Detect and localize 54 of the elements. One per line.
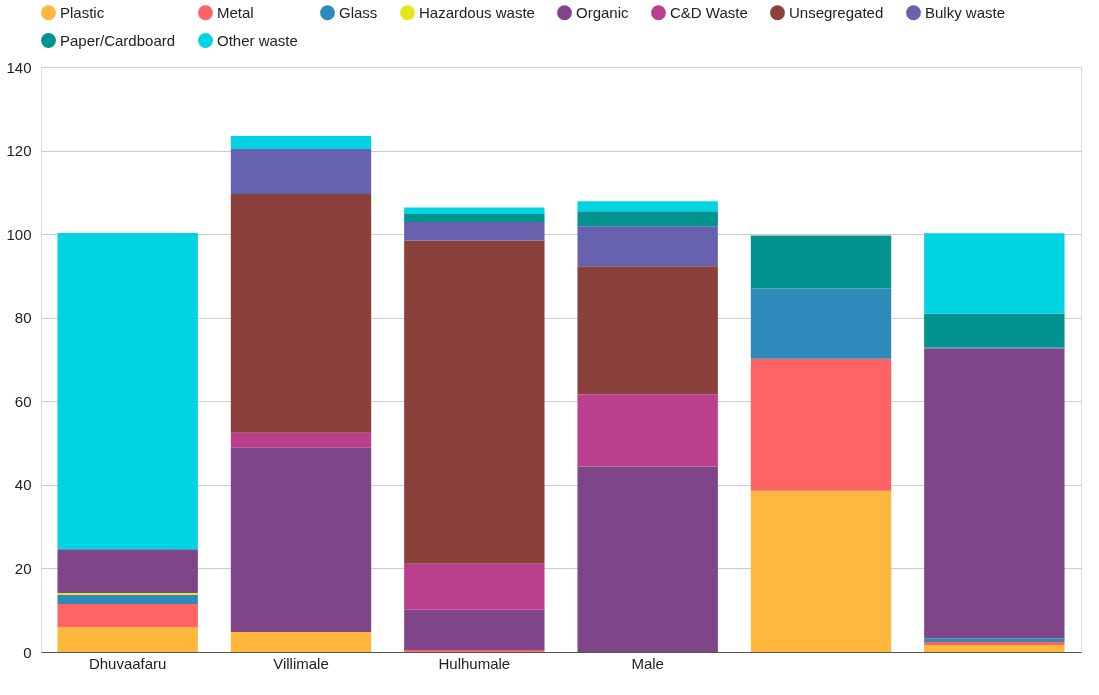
legend-label: Paper/Cardboard: [60, 31, 176, 49]
bar: [577, 226, 718, 267]
bar: [924, 313, 1065, 348]
y-tick-label: 40: [14, 476, 32, 494]
bar: [230, 135, 372, 149]
bar: [404, 609, 545, 650]
bar: [750, 235, 892, 289]
legend-label: Organic: [576, 3, 630, 21]
y-tick-label: 100: [6, 225, 32, 243]
legend-label: C&D Waste: [670, 3, 748, 21]
bar: [57, 549, 198, 594]
bar: [57, 232, 198, 550]
legend-label: Metal: [217, 3, 254, 21]
bar: [577, 394, 718, 467]
bar: [230, 447, 372, 632]
y-tick-label: 80: [14, 309, 32, 327]
bar: [404, 207, 545, 215]
legend-label: Bulky waste: [925, 3, 1006, 21]
bar: [577, 211, 718, 227]
y-tick-label: 0: [23, 643, 32, 661]
bar: [57, 594, 198, 604]
bar: [57, 603, 198, 627]
bar: [750, 490, 892, 652]
bar: [924, 348, 1065, 639]
bar: [577, 201, 718, 212]
legend-label: Glass: [339, 3, 378, 21]
legend-label: Other waste: [217, 31, 298, 49]
bar: [230, 631, 372, 652]
bar: [404, 649, 545, 652]
bar: [577, 466, 718, 652]
bar: [404, 240, 545, 564]
bar: [404, 563, 545, 610]
bar: [404, 214, 545, 223]
y-tick-label: 140: [6, 58, 32, 76]
bar: [57, 626, 198, 652]
bar: [924, 644, 1065, 652]
x-tick-label: Dhuvaafaru: [88, 654, 167, 672]
bar: [230, 148, 372, 195]
x-tick-label: Male: [631, 654, 664, 672]
legend-label: Unsegregated: [789, 3, 884, 21]
bar: [404, 222, 545, 241]
bar: [750, 358, 892, 491]
bar: [750, 288, 892, 359]
y-tick-label: 60: [14, 392, 32, 410]
x-tick-label: Hulhumale: [438, 654, 511, 672]
y-tick-label: 120: [6, 142, 32, 160]
legend-label: Hazardous waste: [419, 3, 535, 21]
bar: [230, 432, 372, 448]
x-tick-label: Villimale: [273, 654, 329, 672]
bar: [230, 194, 372, 433]
bar: [577, 266, 718, 395]
bar: [924, 233, 1065, 314]
y-tick-label: 20: [14, 559, 32, 577]
legend-label: Plastic: [60, 3, 105, 21]
